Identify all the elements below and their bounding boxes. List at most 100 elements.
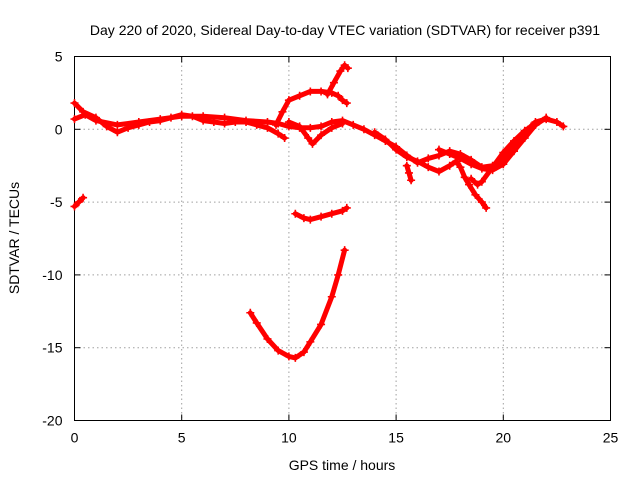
data-point-plus: [220, 113, 229, 122]
data-point-plus: [295, 91, 304, 100]
y-tick-label: 5: [55, 49, 63, 65]
data-point-plus: [91, 116, 100, 125]
data-point-plus: [542, 113, 551, 122]
y-tick-label: -20: [42, 413, 62, 429]
data-point-plus: [317, 87, 326, 96]
data-point-plus: [263, 334, 272, 343]
data-point-plus: [327, 292, 336, 301]
data-point-plus: [413, 157, 422, 166]
data-point-plus: [306, 215, 315, 224]
chart-title: Day 220 of 2020, Sidereal Day-to-day VTE…: [90, 22, 600, 38]
data-point-plus: [404, 168, 413, 177]
series-track-loop-18-20: [434, 113, 551, 175]
data-point-plus: [278, 107, 287, 116]
series-line: [247, 247, 348, 361]
data-point-plus: [81, 110, 90, 119]
data-point-plus: [402, 161, 411, 170]
data-point-plus: [370, 128, 379, 137]
data-point-plus: [424, 163, 433, 172]
series-track-mid-minus6: [291, 203, 351, 224]
data-point-plus: [392, 145, 401, 154]
data-point-plus: [402, 152, 411, 161]
data-point-plus: [284, 118, 293, 127]
data-point-plus: [510, 147, 519, 156]
data-point-plus: [464, 180, 473, 189]
data-point-plus: [482, 203, 491, 212]
data-point-plus: [467, 160, 476, 169]
data-point-plus: [134, 118, 143, 127]
data-point-plus: [359, 125, 368, 134]
data-point-plus: [70, 99, 79, 108]
data-point-plus: [445, 161, 454, 170]
y-tick-label: -5: [50, 194, 63, 210]
data-point-plus: [342, 203, 351, 212]
series-track-offset-start: [402, 161, 416, 185]
x-tick-label: 15: [388, 430, 404, 446]
series-track-deep-trough: [246, 246, 349, 362]
x-tick-label: 5: [178, 430, 186, 446]
x-tick-label: 20: [496, 430, 512, 446]
data-point-plus: [274, 129, 283, 138]
data-point-plus: [434, 145, 443, 154]
data-point-plus: [467, 174, 476, 183]
data-point-plus: [349, 120, 358, 129]
data-point-plus: [559, 122, 568, 131]
x-tick-labels: 0 5 10 15 20 25: [71, 430, 619, 446]
y-tick-labels: -20 -15 -10 -5 0 5: [42, 49, 62, 429]
data-point-plus: [473, 180, 482, 189]
data-point-plus: [306, 87, 315, 96]
data-point-plus: [113, 120, 122, 129]
data-point-plus: [338, 206, 347, 215]
x-tick-label: 0: [71, 430, 79, 446]
data-point-plus: [299, 348, 308, 357]
data-point-plus: [381, 135, 390, 144]
data-point-plus: [291, 209, 300, 218]
series-track-spike: [323, 61, 352, 99]
data-point-plus: [299, 214, 308, 223]
series-layer: [70, 61, 568, 362]
data-point-plus: [336, 67, 345, 76]
data-point-plus: [338, 119, 347, 128]
data-point-plus: [424, 154, 433, 163]
data-point-plus: [456, 163, 465, 172]
data-point-plus: [70, 115, 79, 124]
data-point-plus: [471, 190, 480, 199]
data-point-plus: [499, 148, 508, 157]
data-point-plus: [284, 352, 293, 361]
data-point-plus: [460, 173, 469, 182]
data-point-plus: [445, 150, 454, 159]
data-point-plus: [304, 134, 313, 143]
data-point-plus: [199, 112, 208, 121]
y-tick-label: -15: [42, 340, 62, 356]
data-point-plus: [520, 134, 529, 143]
data-point-plus: [334, 91, 343, 100]
data-point-plus: [329, 78, 338, 87]
plot-frame: [74, 56, 611, 421]
data-point-plus: [338, 96, 347, 105]
series-track-15-to-18: [370, 128, 491, 212]
data-point-plus: [531, 120, 540, 129]
x-tick-label: 10: [281, 430, 297, 446]
data-point-plus: [74, 198, 83, 207]
axis-ticks: [74, 56, 611, 421]
data-point-plus: [488, 166, 497, 175]
series-track-convergent-20: [467, 122, 536, 189]
data-point-plus: [477, 164, 486, 173]
data-point-plus: [477, 177, 486, 186]
data-point-plus: [113, 128, 122, 137]
data-point-plus: [407, 176, 416, 185]
data-point-plus: [434, 167, 443, 176]
data-point-plus: [280, 134, 289, 143]
y-tick-label: 0: [55, 121, 63, 137]
data-point-plus: [291, 353, 300, 362]
data-point-plus: [334, 270, 343, 279]
data-point-plus: [252, 318, 261, 327]
series-line: [273, 88, 350, 128]
data-point-plus: [456, 154, 465, 163]
data-point-plus: [340, 246, 349, 255]
data-point-plus: [284, 96, 293, 105]
data-point-plus: [79, 193, 88, 202]
data-point-plus: [306, 337, 315, 346]
